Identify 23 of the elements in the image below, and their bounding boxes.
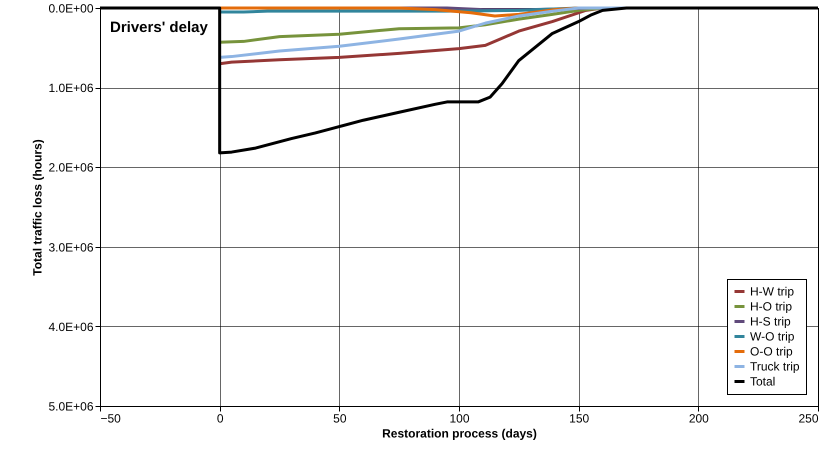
legend-label: O-O trip (750, 344, 793, 358)
text: Drivers' delay (110, 19, 208, 36)
x-tick-label: 250 (798, 412, 819, 426)
y-tick-label: 5.0E+06 (48, 400, 94, 414)
legend-label: H-O trip (750, 300, 792, 314)
y-tick-label: 0.0E+00 (48, 2, 94, 16)
legend-label: W-O trip (750, 330, 795, 344)
y-tick-label: 1.0E+06 (48, 81, 94, 96)
x-tick-label: −50 (100, 412, 122, 426)
y-axis-title: Total traffic loss (hours) (30, 139, 44, 276)
y-tick-label: 4.0E+06 (48, 320, 94, 334)
legend-label: H-W trip (750, 284, 794, 298)
legend-label: Total (750, 374, 776, 388)
x-tick-label: 200 (688, 412, 710, 426)
x-tick-label: 0 (216, 412, 224, 426)
legend-label: H-S trip (750, 314, 791, 328)
y-tick-label: 2.0E+06 (48, 160, 94, 175)
legend-label: Truck trip (750, 360, 800, 374)
x-tick-label: 100 (449, 412, 470, 426)
y-tick-label: 3.0E+06 (48, 240, 94, 254)
x-axis-title: Restoration process (days) (382, 426, 537, 440)
x-tick-label: 50 (333, 412, 347, 426)
x-tick-label: 150 (569, 412, 590, 426)
